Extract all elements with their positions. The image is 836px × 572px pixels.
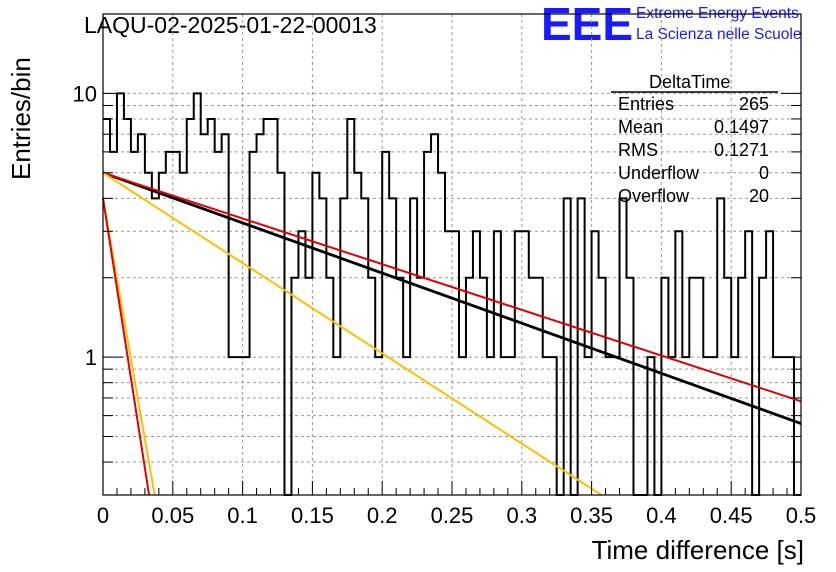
- x-tick-label: 0.35: [570, 503, 613, 528]
- x-axis-label: Time difference [s]: [592, 535, 804, 565]
- fit-line-5: [102, 198, 151, 496]
- x-tick-label: 0.45: [710, 503, 753, 528]
- stats-label-entries: Entries: [618, 94, 674, 114]
- y-axis-label: Entries/bin: [6, 57, 36, 180]
- x-tick-label: 0.1: [227, 503, 258, 528]
- stats-box: DeltaTime Entries 265 Mean 0.1497 RMS 0.…: [611, 72, 778, 206]
- fit-line-1: [102, 171, 802, 425]
- fit-line-3: [102, 171, 602, 496]
- histogram-layer: [103, 92, 801, 496]
- logo-line2: La Scienza nelle Scuole: [636, 26, 801, 43]
- logo-mark: EEE: [541, 0, 633, 50]
- axis-ticks: 0 0.05 0.1 0.15 0.2 0.25 0.3 0.35 0.4 0.45 0.5 1 10: [73, 13, 817, 528]
- histogram-outline: [103, 92, 801, 496]
- x-tick-label: 0: [97, 503, 109, 528]
- stats-box-title: DeltaTime: [649, 72, 730, 92]
- fit-lines-layer: [102, 171, 802, 496]
- chart-title: LAQU-02-2025-01-22-00013: [84, 12, 377, 38]
- y-tick-label: 1: [85, 345, 97, 370]
- x-tick-label: 0.25: [431, 503, 474, 528]
- stats-label-overflow: Overflow: [618, 186, 690, 206]
- stats-value-underflow: 0: [759, 163, 769, 183]
- x-tick-label: 0.05: [151, 503, 194, 528]
- x-tick-label: 0.3: [507, 503, 538, 528]
- x-tick-label: 0.2: [367, 503, 398, 528]
- stats-label-rms: RMS: [618, 140, 658, 160]
- x-tick-label: 0.4: [646, 503, 677, 528]
- x-tick-label: 0.5: [786, 503, 817, 528]
- y-tick-label: 10: [73, 81, 97, 106]
- stats-value-overflow: 20: [749, 186, 769, 206]
- stats-value-mean: 0.1497: [714, 117, 769, 137]
- stats-label-underflow: Underflow: [618, 163, 700, 183]
- x-tick-label: 0.15: [291, 503, 334, 528]
- stats-label-mean: Mean: [618, 117, 663, 137]
- fit-line-2: [102, 171, 802, 403]
- eee-logo: EEE Extreme Energy Events La Scienza nel…: [541, 0, 801, 50]
- stats-value-rms: 0.1271: [714, 140, 769, 160]
- stats-value-entries: 265: [739, 94, 769, 114]
